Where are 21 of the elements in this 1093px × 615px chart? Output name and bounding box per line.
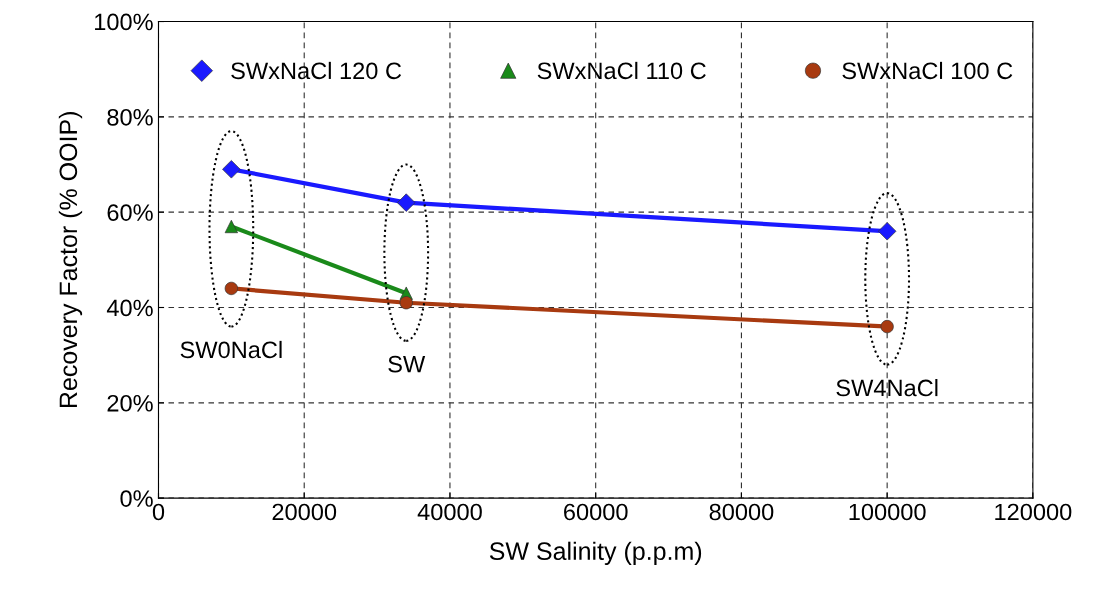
x-tick-label: 60000 (564, 503, 628, 521)
x-tick-label: 120000 (995, 503, 1072, 521)
y-tick-label: 100% (95, 13, 153, 31)
y-tick-label: 20% (107, 394, 153, 412)
x-tick-label: 100000 (849, 503, 926, 521)
annotation: SW4NaCl (836, 378, 938, 397)
y-tick-label: 80% (107, 108, 153, 126)
y-tick-label: 40% (106, 299, 153, 317)
x-tick-label: 80000 (709, 503, 774, 521)
x-tick-label: 40000 (417, 503, 482, 521)
y-tick-label: 60% (107, 204, 153, 221)
x-axis-title: SW Salinity (p.p.m) (489, 541, 702, 565)
annotation: SW (388, 355, 426, 373)
x-tick-label: 20000 (272, 503, 337, 521)
legend-label: SWxNaCl 100 C (842, 61, 1013, 80)
legend-label: SWxNaCl 120 C (231, 61, 402, 80)
annotation: SW0NaCl (180, 340, 282, 359)
y-axis-title: Recovery Factor (% OOIP) (58, 112, 83, 408)
x-tick-label: 0 (152, 503, 165, 521)
legend-label: SWxNaCl 110 C (537, 61, 706, 80)
y-tick-label: 0% (120, 490, 153, 507)
